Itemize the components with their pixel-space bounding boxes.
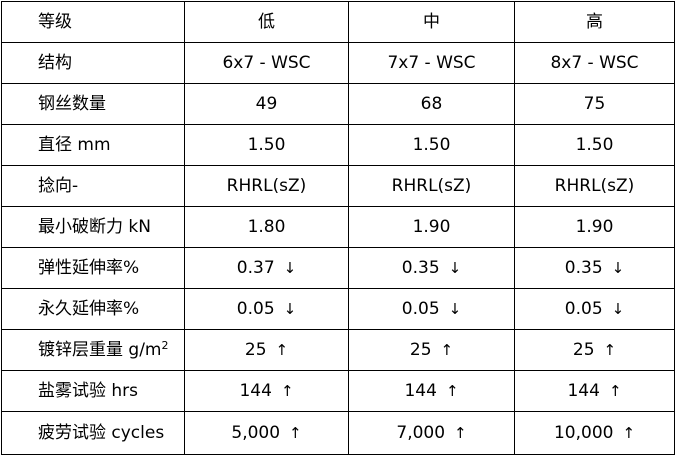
grade-high: 高 bbox=[514, 1, 675, 43]
cell-value: 8x7 - WSC bbox=[514, 42, 675, 84]
row-label: 盐雾试验 hrs bbox=[1, 370, 185, 412]
value-text: 0.05 bbox=[401, 299, 440, 319]
cell-value: 25 ↑ bbox=[348, 329, 515, 371]
grade-medium: 中 bbox=[348, 1, 515, 43]
cell-value: 1.50 bbox=[514, 124, 675, 166]
value-text: 144 bbox=[404, 381, 437, 401]
arrow-up-icon: ↑ bbox=[275, 341, 289, 359]
cell-value: RHRL(sZ) bbox=[348, 165, 515, 207]
cell-value: 75 bbox=[514, 83, 675, 125]
arrow-down-icon: ↓ bbox=[283, 259, 297, 277]
arrow-up-icon: ↑ bbox=[603, 341, 617, 359]
cell-value: 7x7 - WSC bbox=[348, 42, 515, 84]
cell-value: 7,000 ↑ bbox=[348, 411, 515, 455]
table-row: 盐雾试验 hrs 144 ↑ 144 ↑ 144 ↑ bbox=[1, 370, 675, 412]
row-label: 永久延伸率% bbox=[1, 288, 185, 330]
cell-value: 144 ↑ bbox=[184, 370, 349, 412]
value-text: 7,000 bbox=[396, 423, 446, 443]
row-label: 弹性延伸率% bbox=[1, 247, 185, 289]
arrow-down-icon: ↓ bbox=[448, 300, 462, 318]
table-row: 镀锌层重量 g/m2 25 ↑ 25 ↑ 25 ↑ bbox=[1, 329, 675, 371]
table-row: 钢丝数量 49 68 75 bbox=[1, 83, 675, 125]
row-label: 最小破断力 kN bbox=[1, 206, 185, 248]
table-row: 弹性延伸率% 0.37 ↓ 0.35 ↓ 0.35 ↓ bbox=[1, 247, 675, 289]
row-label: 疲劳试验 cycles bbox=[1, 411, 185, 455]
cell-value: 144 ↑ bbox=[348, 370, 515, 412]
cell-value: 144 ↑ bbox=[514, 370, 675, 412]
cell-value: 0.05 ↓ bbox=[514, 288, 675, 330]
table-row: 结构 6x7 - WSC 7x7 - WSC 8x7 - WSC bbox=[1, 42, 675, 84]
value-text: 25 bbox=[244, 340, 267, 360]
header-row: 等级 低 中 高 bbox=[1, 1, 675, 43]
table-row: 捻向- RHRL(sZ) RHRL(sZ) RHRL(sZ) bbox=[1, 165, 675, 207]
arrow-down-icon: ↓ bbox=[448, 259, 462, 277]
value-text: 144 bbox=[567, 381, 600, 401]
cell-value: 25 ↑ bbox=[514, 329, 675, 371]
superscript: 2 bbox=[161, 339, 169, 352]
cell-value: 5,000 ↑ bbox=[184, 411, 349, 455]
row-label: 直径 mm bbox=[1, 124, 185, 166]
value-text: 0.05 bbox=[236, 299, 275, 319]
cell-value: 0.35 ↓ bbox=[514, 247, 675, 289]
cell-value: 1.80 bbox=[184, 206, 349, 248]
arrow-down-icon: ↓ bbox=[283, 300, 297, 318]
cell-value: 1.50 bbox=[184, 124, 349, 166]
arrow-up-icon: ↑ bbox=[622, 424, 636, 442]
value-text: 0.35 bbox=[401, 258, 440, 278]
value-text: 144 bbox=[239, 381, 272, 401]
table-row: 疲劳试验 cycles 5,000 ↑ 7,000 ↑ 10,000 ↑ bbox=[1, 411, 675, 455]
arrow-up-icon: ↑ bbox=[445, 382, 459, 400]
value-text: 0.35 bbox=[564, 258, 603, 278]
cell-value: 0.35 ↓ bbox=[348, 247, 515, 289]
table-row: 最小破断力 kN 1.80 1.90 1.90 bbox=[1, 206, 675, 248]
row-label-text: 镀锌层重量 g/m bbox=[38, 340, 162, 360]
value-text: 0.05 bbox=[564, 299, 603, 319]
arrow-down-icon: ↓ bbox=[611, 259, 625, 277]
cell-value: 49 bbox=[184, 83, 349, 125]
row-label: 结构 bbox=[1, 42, 185, 84]
arrow-up-icon: ↑ bbox=[454, 424, 467, 442]
value-text: 5,000 bbox=[231, 423, 281, 443]
value-text: 25 bbox=[409, 340, 432, 360]
arrow-up-icon: ↑ bbox=[440, 341, 454, 359]
cell-value: RHRL(sZ) bbox=[184, 165, 349, 207]
table-row: 永久延伸率% 0.05 ↓ 0.05 ↓ 0.05 ↓ bbox=[1, 288, 675, 330]
arrow-up-icon: ↑ bbox=[280, 382, 294, 400]
cell-value: RHRL(sZ) bbox=[514, 165, 675, 207]
cell-value: 0.37 ↓ bbox=[184, 247, 349, 289]
header-label: 等级 bbox=[1, 1, 185, 43]
arrow-up-icon: ↑ bbox=[608, 382, 622, 400]
row-label: 镀锌层重量 g/m2 bbox=[1, 329, 185, 371]
cell-value: 0.05 ↓ bbox=[348, 288, 515, 330]
grade-low: 低 bbox=[184, 1, 349, 43]
table-row: 直径 mm 1.50 1.50 1.50 bbox=[1, 124, 675, 166]
cell-value: 10,000 ↑ bbox=[514, 411, 675, 455]
cell-value: 68 bbox=[348, 83, 515, 125]
value-text: 25 bbox=[572, 340, 595, 360]
cell-value: 1.90 bbox=[348, 206, 515, 248]
cell-value: 0.05 ↓ bbox=[184, 288, 349, 330]
value-text: 10,000 bbox=[553, 423, 614, 443]
cell-value: 1.50 bbox=[348, 124, 515, 166]
arrow-up-icon: ↑ bbox=[289, 424, 302, 442]
cell-value: 6x7 - WSC bbox=[184, 42, 349, 84]
cell-value: 1.90 bbox=[514, 206, 675, 248]
cell-value: 25 ↑ bbox=[184, 329, 349, 371]
value-text: 0.37 bbox=[236, 258, 275, 278]
row-label: 钢丝数量 bbox=[1, 83, 185, 125]
spec-table: 等级 低 中 高 结构 6x7 - WSC 7x7 - WSC 8x7 - WS… bbox=[1, 1, 675, 455]
arrow-down-icon: ↓ bbox=[611, 300, 625, 318]
row-label: 捻向- bbox=[1, 165, 185, 207]
